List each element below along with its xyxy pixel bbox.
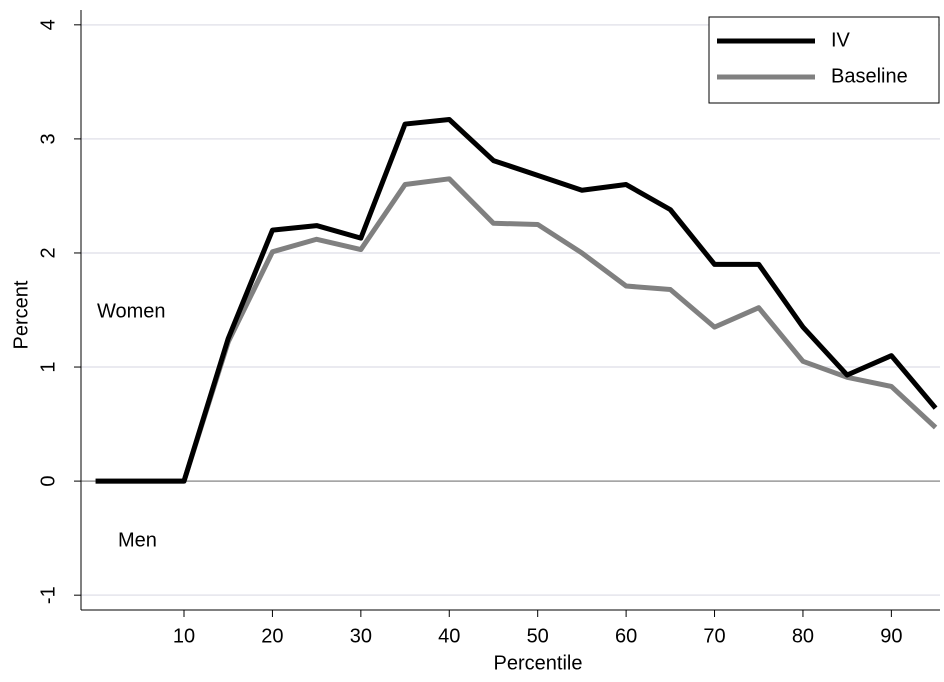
- legend-label: IV: [831, 29, 851, 51]
- x-tick-label: 60: [615, 625, 637, 647]
- x-tick-label: 70: [703, 625, 725, 647]
- line: [95, 176, 938, 484]
- x-tick-label: 50: [527, 625, 549, 647]
- y-tick-label: -1: [37, 586, 59, 604]
- annotation: Men: [118, 529, 157, 551]
- x-tick-label: 10: [173, 625, 195, 647]
- y-tick-label: 1: [37, 361, 59, 372]
- x-tick-label: 30: [350, 625, 372, 647]
- legend-label: Baseline: [831, 65, 908, 87]
- annotation: Women: [97, 300, 166, 322]
- x-tick-label: 20: [261, 625, 283, 647]
- y-axis-label: Percent: [10, 280, 32, 349]
- y-tick-label: 3: [37, 133, 59, 144]
- x-axis-label: Percentile: [494, 652, 583, 674]
- x-tick-label: 80: [792, 625, 814, 647]
- x-tick-label: 90: [880, 625, 902, 647]
- legend-box: [708, 16, 940, 104]
- y-tick-label: 0: [37, 476, 59, 487]
- y-tick-label: 2: [37, 247, 59, 258]
- y-tick-label: 4: [37, 19, 59, 30]
- line: [95, 117, 938, 484]
- x-tick-label: 40: [438, 625, 460, 647]
